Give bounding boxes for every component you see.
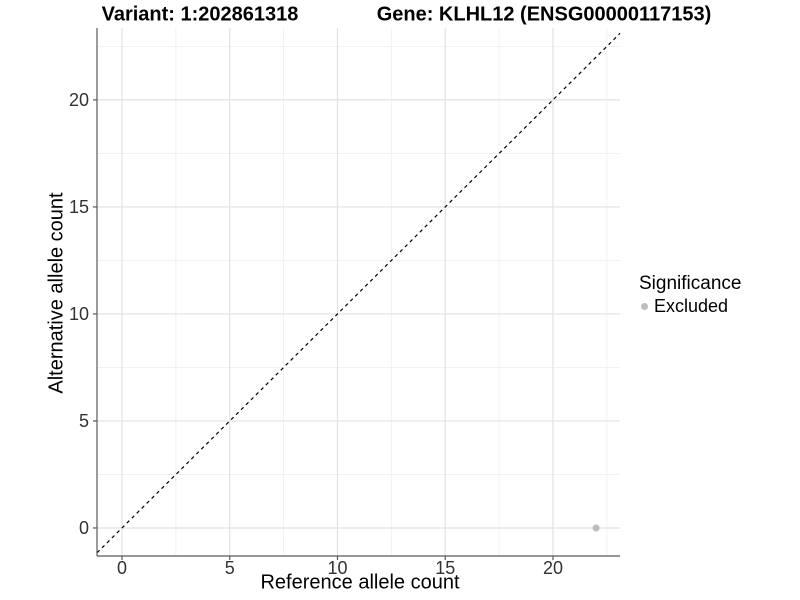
svg-text:5: 5 — [79, 411, 89, 431]
x-axis-label: Reference allele count — [260, 571, 460, 594]
excluded-dot-icon — [641, 302, 648, 310]
svg-text:20: 20 — [69, 90, 89, 110]
svg-text:5: 5 — [225, 558, 235, 578]
legend-item-excluded: Excluded — [637, 296, 741, 316]
svg-text:0: 0 — [79, 518, 89, 538]
gene-title: Gene: KLHL12 (ENSG00000117153) — [376, 3, 712, 26]
y-axis-label: Alternative allele count — [45, 192, 68, 394]
svg-text:10: 10 — [69, 304, 89, 324]
variant-title: Variant: 1:202861318 — [101, 3, 299, 26]
legend-title: Significance — [639, 273, 742, 294]
svg-text:15: 15 — [435, 558, 455, 578]
svg-text:20: 20 — [543, 558, 563, 578]
legend-item-label: Excluded — [654, 296, 729, 316]
svg-text:10: 10 — [327, 558, 347, 578]
legend: Significance Excluded — [637, 273, 741, 316]
svg-text:15: 15 — [69, 197, 89, 217]
svg-text:0: 0 — [117, 558, 127, 578]
